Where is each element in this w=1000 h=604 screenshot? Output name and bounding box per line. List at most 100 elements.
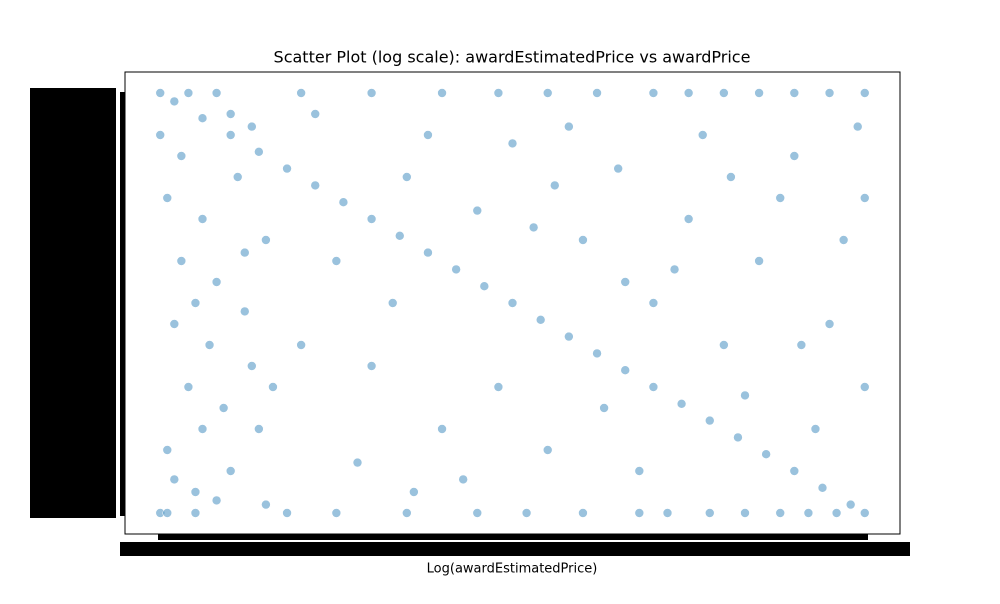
point: [176, 151, 187, 161]
points: [155, 88, 870, 518]
point: [296, 340, 306, 350]
point: [648, 88, 659, 98]
point: [824, 88, 835, 98]
point: [458, 474, 468, 485]
point: [719, 340, 729, 350]
point: [789, 151, 800, 161]
x-axis-label: Log(awardEstimatedPrice): [427, 562, 598, 577]
point: [669, 264, 680, 275]
point: [366, 361, 377, 371]
point: [775, 508, 786, 518]
point: [366, 88, 377, 98]
point: [239, 247, 250, 258]
point: [437, 88, 447, 98]
point: [423, 130, 433, 140]
point: [282, 163, 292, 174]
point: [740, 390, 750, 401]
point: [810, 424, 821, 434]
point: [838, 235, 849, 245]
point: [197, 424, 208, 434]
point: [366, 214, 377, 224]
point: [754, 88, 764, 98]
point: [578, 235, 588, 245]
point: [719, 88, 729, 98]
point: [845, 499, 856, 510]
point: [310, 109, 321, 119]
point: [704, 415, 715, 426]
point: [437, 424, 447, 434]
point: [169, 319, 180, 329]
point: [338, 197, 349, 207]
point: [225, 130, 236, 140]
point: [578, 508, 588, 518]
point: [507, 138, 518, 149]
point: [352, 457, 363, 468]
point: [859, 193, 870, 203]
point: [282, 508, 292, 518]
point: [204, 340, 215, 350]
point: [247, 361, 257, 371]
point: [479, 281, 490, 292]
point: [239, 306, 250, 317]
point: [542, 445, 553, 455]
point: [331, 508, 342, 518]
y-tick-marks: [120, 92, 125, 516]
point: [197, 113, 208, 123]
point: [155, 88, 166, 98]
point: [197, 214, 208, 224]
point: [387, 298, 398, 308]
point: [535, 314, 546, 325]
point: [824, 319, 835, 329]
point: [155, 508, 166, 518]
point: [162, 445, 173, 455]
point: [190, 487, 201, 497]
point: [169, 96, 180, 107]
point: [859, 88, 870, 98]
point: [507, 298, 518, 308]
point: [648, 298, 659, 308]
point: [261, 235, 271, 245]
point: [859, 508, 870, 518]
point: [310, 180, 321, 191]
point: [521, 508, 532, 518]
point: [648, 382, 659, 392]
point: [683, 88, 694, 98]
point: [211, 495, 222, 506]
point: [493, 382, 504, 392]
point: [789, 466, 800, 476]
point: [528, 222, 539, 233]
point: [225, 109, 236, 119]
point: [296, 88, 306, 98]
point: [190, 298, 201, 308]
point: [564, 121, 574, 132]
point: [613, 163, 623, 174]
point: [620, 365, 631, 376]
point: [218, 403, 229, 413]
point: [592, 88, 602, 98]
point: [183, 382, 194, 392]
point: [232, 172, 243, 182]
point: [564, 331, 574, 342]
point: [859, 382, 870, 392]
point: [704, 508, 715, 518]
point: [726, 172, 736, 182]
point: [254, 424, 264, 434]
point: [254, 147, 264, 157]
point: [683, 214, 694, 224]
point: [247, 121, 257, 132]
point: [155, 130, 166, 140]
point: [423, 247, 433, 258]
point: [472, 205, 483, 216]
point: [549, 180, 560, 191]
point: [634, 508, 645, 518]
point: [169, 474, 180, 485]
chart-title: Scatter Plot (log scale): awardEstimated…: [274, 48, 751, 67]
point: [592, 348, 602, 359]
point: [493, 88, 504, 98]
point: [162, 193, 173, 203]
x-tick-marks: [158, 534, 868, 540]
point: [542, 88, 553, 98]
point: [796, 340, 807, 350]
